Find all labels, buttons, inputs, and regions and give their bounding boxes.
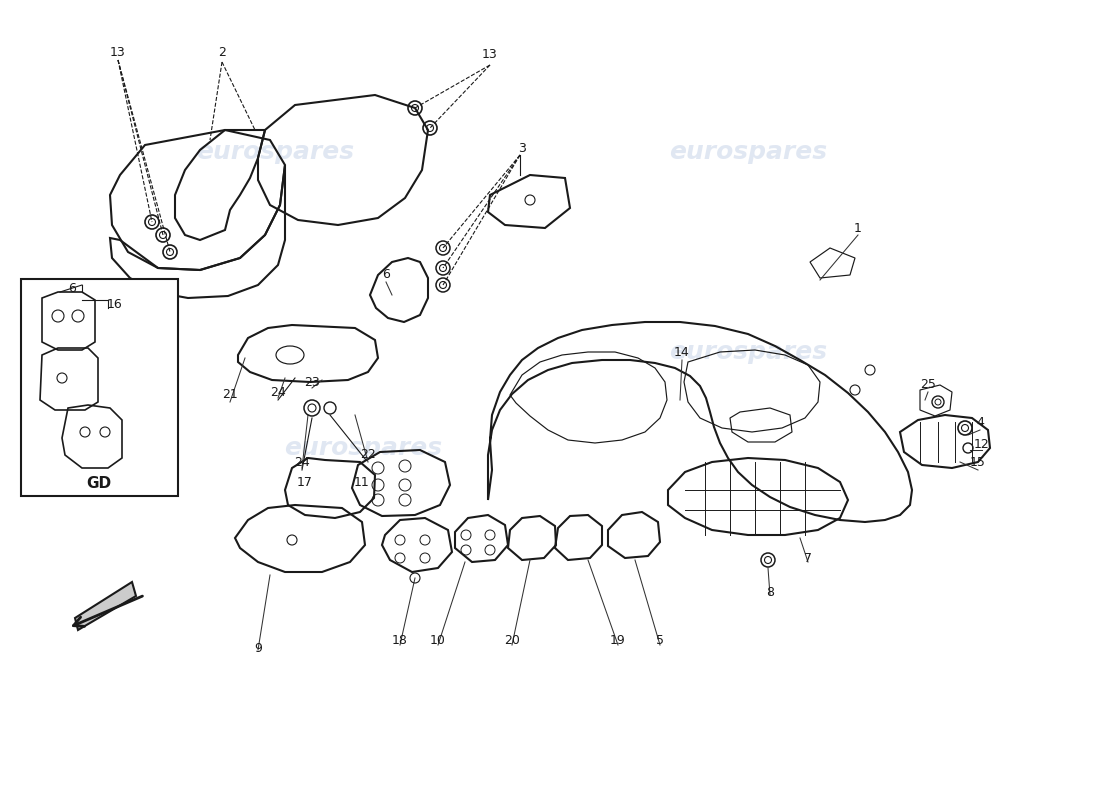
Text: 17: 17 xyxy=(297,475,312,489)
Text: eurospares: eurospares xyxy=(284,436,442,460)
Text: 24: 24 xyxy=(271,386,286,398)
Text: 4: 4 xyxy=(976,415,983,429)
Text: eurospares: eurospares xyxy=(669,340,827,364)
Text: 12: 12 xyxy=(975,438,990,451)
Text: 3: 3 xyxy=(518,142,526,154)
Text: 9: 9 xyxy=(254,642,262,654)
Text: 13: 13 xyxy=(110,46,125,58)
Text: 25: 25 xyxy=(920,378,936,391)
Text: 21: 21 xyxy=(222,389,238,402)
FancyBboxPatch shape xyxy=(21,279,178,496)
Text: eurospares: eurospares xyxy=(196,140,354,164)
Text: 15: 15 xyxy=(970,455,986,469)
Text: 7: 7 xyxy=(804,551,812,565)
Text: 5: 5 xyxy=(656,634,664,646)
Text: 16: 16 xyxy=(107,298,123,311)
Text: GD: GD xyxy=(87,475,111,490)
Text: 23: 23 xyxy=(304,375,320,389)
Text: eurospares: eurospares xyxy=(669,140,827,164)
Text: 1: 1 xyxy=(854,222,862,234)
Text: 19: 19 xyxy=(610,634,626,646)
Polygon shape xyxy=(75,582,136,630)
Text: 10: 10 xyxy=(430,634,446,646)
Text: 14: 14 xyxy=(674,346,690,358)
Text: 6: 6 xyxy=(382,269,389,282)
Text: 11: 11 xyxy=(354,475,370,489)
Text: 20: 20 xyxy=(504,634,520,646)
Text: 22: 22 xyxy=(360,449,376,462)
Text: 18: 18 xyxy=(392,634,408,646)
Text: 2: 2 xyxy=(218,46,226,58)
Text: 24: 24 xyxy=(294,455,310,469)
Text: 13: 13 xyxy=(482,49,498,62)
Text: 6: 6 xyxy=(68,282,76,294)
Text: 8: 8 xyxy=(766,586,774,598)
